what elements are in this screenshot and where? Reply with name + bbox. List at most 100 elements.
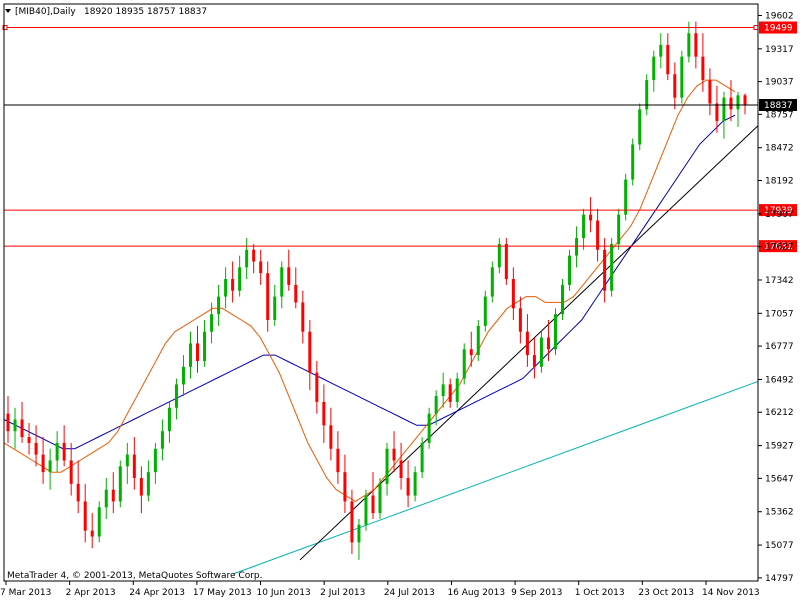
candle[interactable] <box>27 422 31 455</box>
level-handle[interactable] <box>753 25 759 31</box>
candle[interactable] <box>315 360 319 414</box>
level-handle[interactable] <box>2 25 8 31</box>
candle[interactable] <box>322 384 326 443</box>
candle[interactable] <box>518 296 522 344</box>
candle[interactable] <box>596 208 600 262</box>
candle[interactable] <box>97 501 101 543</box>
candle[interactable] <box>462 343 466 385</box>
candle[interactable] <box>708 68 712 116</box>
candle[interactable] <box>364 489 368 531</box>
candle[interactable] <box>687 21 691 63</box>
candle[interactable] <box>575 226 579 268</box>
candle[interactable] <box>104 478 108 519</box>
candle[interactable] <box>350 489 354 555</box>
candle[interactable] <box>504 238 508 285</box>
candle[interactable] <box>497 238 501 274</box>
candle[interactable] <box>210 302 214 344</box>
candle[interactable] <box>701 33 705 92</box>
horizontal-levels[interactable]: 19499 17939 17631 18837 <box>2 21 797 253</box>
candle[interactable] <box>329 407 333 461</box>
candle[interactable] <box>736 91 740 127</box>
candle[interactable] <box>76 460 80 514</box>
candle[interactable] <box>217 284 221 326</box>
candle[interactable] <box>476 320 480 361</box>
candle[interactable] <box>13 407 17 449</box>
candle[interactable] <box>406 460 410 508</box>
candle[interactable] <box>371 472 375 519</box>
candle[interactable] <box>48 448 52 490</box>
candle[interactable] <box>62 425 66 467</box>
candle[interactable] <box>118 460 122 508</box>
candle[interactable] <box>666 33 670 81</box>
candle[interactable] <box>420 437 424 479</box>
candle[interactable] <box>259 249 263 285</box>
candle[interactable] <box>294 267 298 309</box>
candle[interactable] <box>132 437 136 490</box>
candle[interactable] <box>181 355 185 397</box>
candle[interactable] <box>245 238 249 280</box>
candle[interactable] <box>385 442 389 496</box>
candle[interactable] <box>153 442 157 484</box>
candle[interactable] <box>139 466 143 514</box>
candle[interactable] <box>624 173 628 221</box>
candle[interactable] <box>511 267 515 321</box>
candle[interactable] <box>266 261 270 332</box>
candle[interactable] <box>743 93 747 115</box>
candle[interactable] <box>722 91 726 139</box>
candle[interactable] <box>455 372 459 408</box>
triangle-down-icon[interactable] <box>5 9 11 13</box>
candle[interactable] <box>469 331 473 367</box>
candle[interactable] <box>125 442 129 484</box>
candle[interactable] <box>399 442 403 490</box>
candle[interactable] <box>610 238 614 297</box>
candle[interactable] <box>357 518 361 560</box>
candle[interactable] <box>231 261 235 303</box>
candle[interactable] <box>603 238 607 303</box>
candle[interactable] <box>617 208 621 250</box>
candle[interactable] <box>561 279 565 321</box>
candle[interactable] <box>378 478 382 519</box>
candle[interactable] <box>167 401 171 443</box>
candle[interactable] <box>41 437 45 484</box>
candle[interactable] <box>273 284 277 326</box>
candle[interactable] <box>631 138 635 186</box>
candle[interactable] <box>34 425 38 467</box>
candle[interactable] <box>188 331 192 379</box>
candle[interactable] <box>483 290 487 332</box>
candle[interactable] <box>525 314 529 367</box>
candle[interactable] <box>146 460 150 502</box>
candle[interactable] <box>448 378 452 408</box>
candle[interactable] <box>659 33 663 69</box>
candle[interactable] <box>729 80 733 122</box>
candle[interactable] <box>238 255 242 297</box>
candle[interactable] <box>652 50 656 92</box>
candle[interactable] <box>539 331 543 373</box>
candle[interactable] <box>568 249 572 291</box>
trendline-long-term[interactable] <box>232 380 759 575</box>
candle[interactable] <box>301 290 305 344</box>
candle[interactable] <box>69 442 73 496</box>
candle[interactable] <box>546 320 550 361</box>
candle[interactable] <box>90 513 94 549</box>
candle[interactable] <box>111 472 115 514</box>
candle[interactable] <box>582 208 586 250</box>
candle[interactable] <box>6 396 10 443</box>
candle[interactable] <box>196 325 200 373</box>
candle[interactable] <box>532 337 536 379</box>
candle[interactable] <box>645 74 649 116</box>
candle[interactable] <box>427 407 431 449</box>
candle[interactable] <box>589 197 593 233</box>
candle[interactable] <box>287 249 291 291</box>
candle[interactable] <box>673 62 677 110</box>
candle[interactable] <box>490 261 494 303</box>
candle[interactable] <box>413 466 417 502</box>
candle[interactable] <box>20 401 24 443</box>
candle[interactable] <box>252 243 256 274</box>
candle[interactable] <box>203 320 207 367</box>
candle[interactable] <box>308 320 312 391</box>
candle[interactable] <box>343 454 347 514</box>
candle[interactable] <box>553 308 557 356</box>
candle[interactable] <box>638 103 642 151</box>
candle[interactable] <box>441 372 445 408</box>
